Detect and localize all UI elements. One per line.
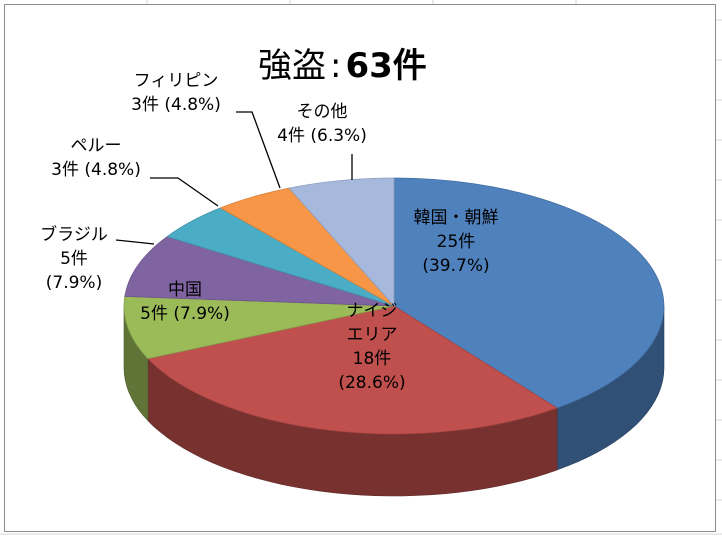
- pie-slice-6-label: フィリピン 3件 (4.8%): [131, 71, 221, 115]
- pie-slice-6-leader-line: [236, 111, 281, 189]
- pie-slice-1-label: 韓国・朝鮮 25件(39.7%): [414, 208, 499, 276]
- pie-slice-2-label: ナイジエリア 18件(28.6%): [338, 301, 405, 393]
- pie-slice-7[interactable]: [288, 177, 395, 308]
- pie-slice-5-label: ペルー 3件 (4.8%): [51, 136, 141, 180]
- pie-slice-4-leader-line: [115, 239, 155, 245]
- pie-slice-1[interactable]: [393, 177, 665, 409]
- pie-slice-4[interactable]: [124, 236, 395, 307]
- pie-slice-3-label: 中国 5件 (7.9%): [140, 280, 230, 324]
- chart-title: 強盗:63件: [258, 46, 427, 86]
- pie-slice-7-label: その他 4件 (6.3%): [277, 102, 367, 146]
- pie-slice-3[interactable]: [123, 295, 395, 360]
- pie-slice-2[interactable]: [147, 305, 558, 435]
- pie-slice-5-leader-line: [150, 177, 219, 207]
- pie-slice-4-label: ブラジル 5件(7.9%): [40, 224, 108, 293]
